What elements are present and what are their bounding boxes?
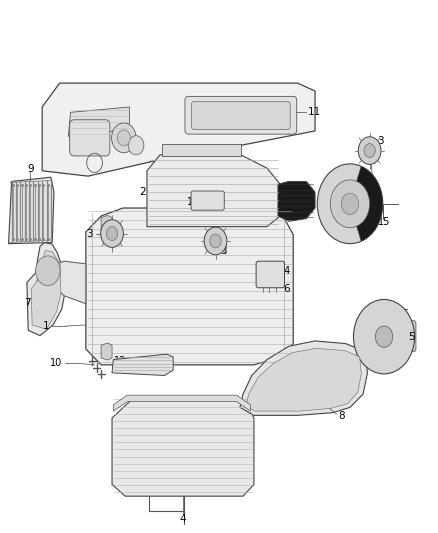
FancyBboxPatch shape: [191, 102, 290, 130]
Text: 2: 2: [139, 187, 146, 197]
Polygon shape: [51, 261, 86, 304]
Text: 5: 5: [409, 332, 415, 342]
Circle shape: [375, 326, 393, 348]
Polygon shape: [101, 343, 112, 360]
Circle shape: [330, 180, 370, 228]
Polygon shape: [278, 181, 315, 221]
Circle shape: [112, 123, 136, 153]
Text: 14: 14: [279, 266, 292, 276]
Text: 1: 1: [43, 321, 49, 331]
Circle shape: [358, 137, 381, 165]
Polygon shape: [101, 215, 112, 232]
Circle shape: [117, 130, 131, 146]
Text: 10: 10: [50, 358, 63, 368]
Wedge shape: [350, 166, 383, 241]
Text: 3: 3: [377, 135, 384, 146]
Circle shape: [204, 227, 227, 255]
Polygon shape: [147, 155, 280, 227]
Polygon shape: [246, 349, 361, 411]
Text: 6: 6: [284, 284, 290, 294]
Text: 9: 9: [27, 164, 34, 174]
Polygon shape: [112, 354, 173, 375]
Text: 13: 13: [187, 197, 199, 207]
FancyBboxPatch shape: [386, 321, 416, 352]
Polygon shape: [68, 107, 130, 136]
Text: 3: 3: [87, 229, 93, 239]
Text: 12: 12: [114, 356, 127, 366]
Polygon shape: [31, 251, 61, 329]
Polygon shape: [86, 208, 293, 365]
FancyBboxPatch shape: [256, 261, 285, 288]
Text: 7: 7: [24, 297, 30, 308]
Circle shape: [101, 220, 124, 247]
Circle shape: [210, 234, 221, 248]
Circle shape: [106, 227, 118, 240]
Circle shape: [317, 164, 383, 244]
Circle shape: [35, 256, 60, 286]
Text: 11: 11: [308, 107, 321, 117]
Polygon shape: [27, 243, 65, 336]
Polygon shape: [9, 177, 54, 244]
Circle shape: [341, 193, 359, 214]
Circle shape: [353, 300, 415, 374]
FancyBboxPatch shape: [185, 96, 297, 134]
FancyBboxPatch shape: [70, 120, 110, 156]
Polygon shape: [162, 144, 241, 156]
Circle shape: [128, 136, 144, 155]
Text: 8: 8: [339, 411, 345, 422]
Polygon shape: [42, 83, 315, 176]
Text: 4: 4: [180, 514, 187, 524]
Polygon shape: [113, 395, 251, 411]
Text: 3: 3: [220, 246, 226, 255]
Polygon shape: [112, 397, 254, 496]
Text: 15: 15: [378, 217, 391, 228]
FancyBboxPatch shape: [191, 191, 224, 210]
Polygon shape: [240, 341, 367, 415]
Circle shape: [364, 144, 375, 158]
